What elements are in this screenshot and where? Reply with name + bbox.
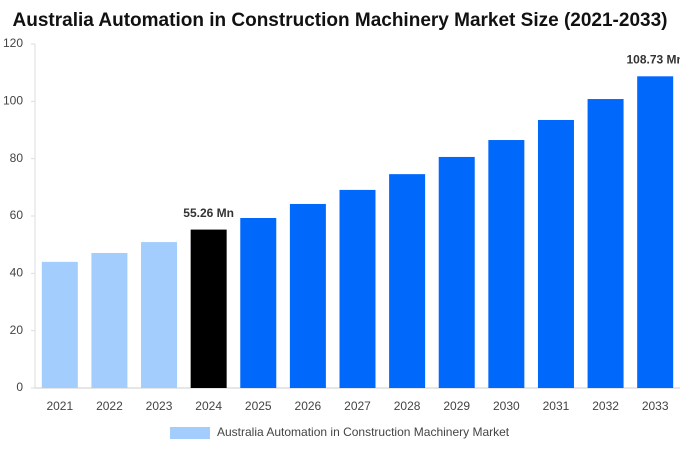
legend-swatch — [170, 427, 210, 439]
bar — [488, 140, 525, 388]
x-tick-label: 2021 — [46, 399, 73, 413]
bar — [190, 229, 227, 388]
bar — [537, 119, 574, 388]
x-tick-label: 2027 — [344, 399, 371, 413]
x-tick-label: 2031 — [543, 399, 570, 413]
legend-label: Australia Automation in Construction Mac… — [217, 425, 510, 439]
bar — [438, 156, 475, 388]
x-tick-label: 2032 — [592, 399, 619, 413]
bar — [141, 242, 178, 388]
value-label: 108.73 Mn — [627, 52, 680, 66]
x-tick-label: 2024 — [195, 399, 222, 413]
x-tick-label: 2022 — [96, 399, 123, 413]
bar — [389, 174, 426, 388]
x-tick-label: 2025 — [245, 399, 272, 413]
bar — [240, 218, 277, 388]
value-label: 55.26 Mn — [183, 206, 234, 220]
x-tick-label: 2033 — [642, 399, 669, 413]
x-tick-label: 2028 — [394, 399, 421, 413]
bar — [637, 76, 674, 388]
bar — [339, 189, 376, 388]
y-tick-label: 100 — [3, 94, 23, 108]
bar — [289, 203, 326, 388]
y-tick-label: 0 — [16, 380, 23, 394]
y-tick-label: 120 — [3, 36, 23, 50]
bar — [587, 99, 624, 388]
y-tick-label: 80 — [10, 151, 24, 165]
x-tick-label: 2026 — [295, 399, 322, 413]
y-tick-label: 40 — [10, 266, 24, 280]
x-tick-label: 2030 — [493, 399, 520, 413]
y-tick-label: 60 — [10, 208, 24, 222]
bar — [41, 261, 78, 388]
y-tick-label: 20 — [10, 323, 24, 337]
chart-title: Australia Automation in Construction Mac… — [13, 10, 668, 31]
x-tick-label: 2029 — [443, 399, 470, 413]
bar — [91, 252, 128, 388]
x-tick-label: 2023 — [146, 399, 173, 413]
